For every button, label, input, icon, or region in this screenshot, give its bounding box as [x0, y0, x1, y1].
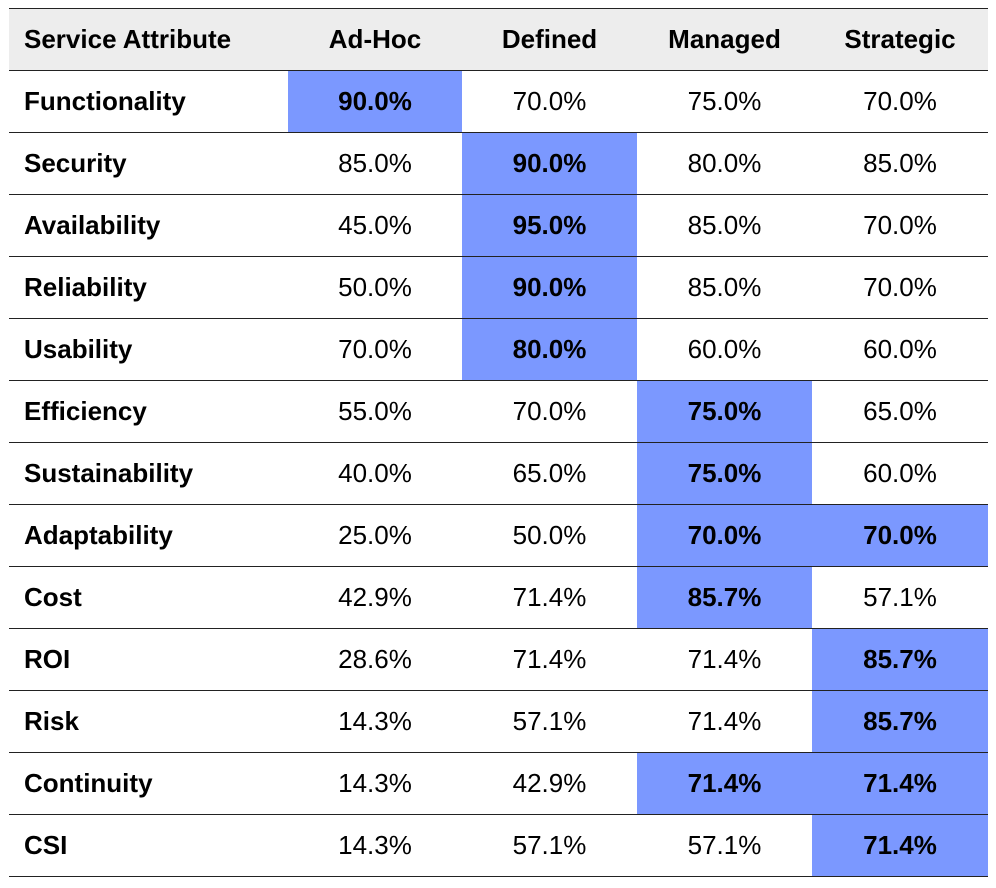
row-label-attribute: Security — [9, 132, 288, 195]
cell-ad-hoc: 14.3% — [288, 690, 462, 753]
row-label-attribute: Risk — [9, 690, 288, 753]
cell-defined: 71.4% — [462, 628, 637, 691]
cell-defined: 80.0% — [462, 318, 637, 381]
column-header-service-attribute: Service Attribute — [9, 8, 288, 71]
row-label-attribute: Functionality — [9, 70, 288, 133]
table-row: Cost 42.9% 71.4% 85.7% 57.1% — [9, 566, 988, 629]
cell-ad-hoc: 42.9% — [288, 566, 462, 629]
row-label-attribute: Continuity — [9, 752, 288, 815]
cell-strategic: 85.7% — [812, 690, 988, 753]
cell-ad-hoc: 55.0% — [288, 380, 462, 443]
table-row: CSI 14.3% 57.1% 57.1% 71.4% — [9, 814, 988, 877]
table-row: Usability 70.0% 80.0% 60.0% 60.0% — [9, 318, 988, 381]
column-header-ad-hoc: Ad-Hoc — [288, 8, 462, 71]
row-label-attribute: Adaptability — [9, 504, 288, 567]
cell-strategic: 71.4% — [812, 752, 988, 815]
cell-strategic: 70.0% — [812, 256, 988, 319]
cell-ad-hoc: 85.0% — [288, 132, 462, 195]
cell-defined: 42.9% — [462, 752, 637, 815]
cell-ad-hoc: 70.0% — [288, 318, 462, 381]
table-row: ROI 28.6% 71.4% 71.4% 85.7% — [9, 628, 988, 691]
cell-ad-hoc: 90.0% — [288, 70, 462, 133]
table-row: Risk 14.3% 57.1% 71.4% 85.7% — [9, 690, 988, 753]
cell-defined: 90.0% — [462, 256, 637, 319]
cell-managed: 70.0% — [637, 504, 812, 567]
cell-defined: 57.1% — [462, 690, 637, 753]
cell-defined: 65.0% — [462, 442, 637, 505]
table-header: Service Attribute Ad-Hoc Defined Managed… — [9, 8, 988, 71]
cell-ad-hoc: 14.3% — [288, 752, 462, 815]
cell-strategic: 60.0% — [812, 442, 988, 505]
cell-managed: 71.4% — [637, 752, 812, 815]
cell-managed: 71.4% — [637, 690, 812, 753]
cell-defined: 90.0% — [462, 132, 637, 195]
cell-managed: 75.0% — [637, 442, 812, 505]
table-row: Sustainability 40.0% 65.0% 75.0% 60.0% — [9, 442, 988, 505]
table-body: Functionality 90.0% 70.0% 75.0% 70.0% Securit… — [9, 70, 988, 877]
cell-managed: 85.7% — [637, 566, 812, 629]
cell-ad-hoc: 14.3% — [288, 814, 462, 877]
cell-managed: 57.1% — [637, 814, 812, 877]
cell-ad-hoc: 45.0% — [288, 194, 462, 257]
cell-defined: 70.0% — [462, 380, 637, 443]
cell-defined: 50.0% — [462, 504, 637, 567]
cell-managed: 85.0% — [637, 256, 812, 319]
cell-ad-hoc: 40.0% — [288, 442, 462, 505]
cell-strategic: 85.0% — [812, 132, 988, 195]
cell-managed: 85.0% — [637, 194, 812, 257]
cell-managed: 60.0% — [637, 318, 812, 381]
cell-strategic: 57.1% — [812, 566, 988, 629]
column-header-defined: Defined — [462, 8, 637, 71]
cell-strategic: 70.0% — [812, 70, 988, 133]
column-header-managed: Managed — [637, 8, 812, 71]
table-row: Security 85.0% 90.0% 80.0% 85.0% — [9, 132, 988, 195]
cell-strategic: 70.0% — [812, 194, 988, 257]
cell-managed: 75.0% — [637, 70, 812, 133]
row-label-attribute: Cost — [9, 566, 288, 629]
service-attribute-table: Service Attribute Ad-Hoc Defined Managed… — [9, 8, 988, 877]
cell-defined: 71.4% — [462, 566, 637, 629]
table-row: Availability 45.0% 95.0% 85.0% 70.0% — [9, 194, 988, 257]
cell-defined: 95.0% — [462, 194, 637, 257]
row-label-attribute: Usability — [9, 318, 288, 381]
cell-strategic: 60.0% — [812, 318, 988, 381]
cell-managed: 71.4% — [637, 628, 812, 691]
cell-defined: 70.0% — [462, 70, 637, 133]
cell-strategic: 70.0% — [812, 504, 988, 567]
table-row: Efficiency 55.0% 70.0% 75.0% 65.0% — [9, 380, 988, 443]
row-label-attribute: Efficiency — [9, 380, 288, 443]
header-row: Service Attribute Ad-Hoc Defined Managed… — [9, 8, 988, 71]
table-row: Functionality 90.0% 70.0% 75.0% 70.0% — [9, 70, 988, 133]
cell-ad-hoc: 50.0% — [288, 256, 462, 319]
cell-strategic: 85.7% — [812, 628, 988, 691]
cell-strategic: 65.0% — [812, 380, 988, 443]
table-row: Adaptability 25.0% 50.0% 70.0% 70.0% — [9, 504, 988, 567]
column-header-strategic: Strategic — [812, 8, 988, 71]
cell-ad-hoc: 25.0% — [288, 504, 462, 567]
cell-managed: 75.0% — [637, 380, 812, 443]
cell-managed: 80.0% — [637, 132, 812, 195]
row-label-attribute: Sustainability — [9, 442, 288, 505]
row-label-attribute: ROI — [9, 628, 288, 691]
row-label-attribute: Availability — [9, 194, 288, 257]
table-row: Continuity 14.3% 42.9% 71.4% 71.4% — [9, 752, 988, 815]
cell-strategic: 71.4% — [812, 814, 988, 877]
row-label-attribute: Reliability — [9, 256, 288, 319]
table-row: Reliability 50.0% 90.0% 85.0% 70.0% — [9, 256, 988, 319]
cell-ad-hoc: 28.6% — [288, 628, 462, 691]
cell-defined: 57.1% — [462, 814, 637, 877]
row-label-attribute: CSI — [9, 814, 288, 877]
